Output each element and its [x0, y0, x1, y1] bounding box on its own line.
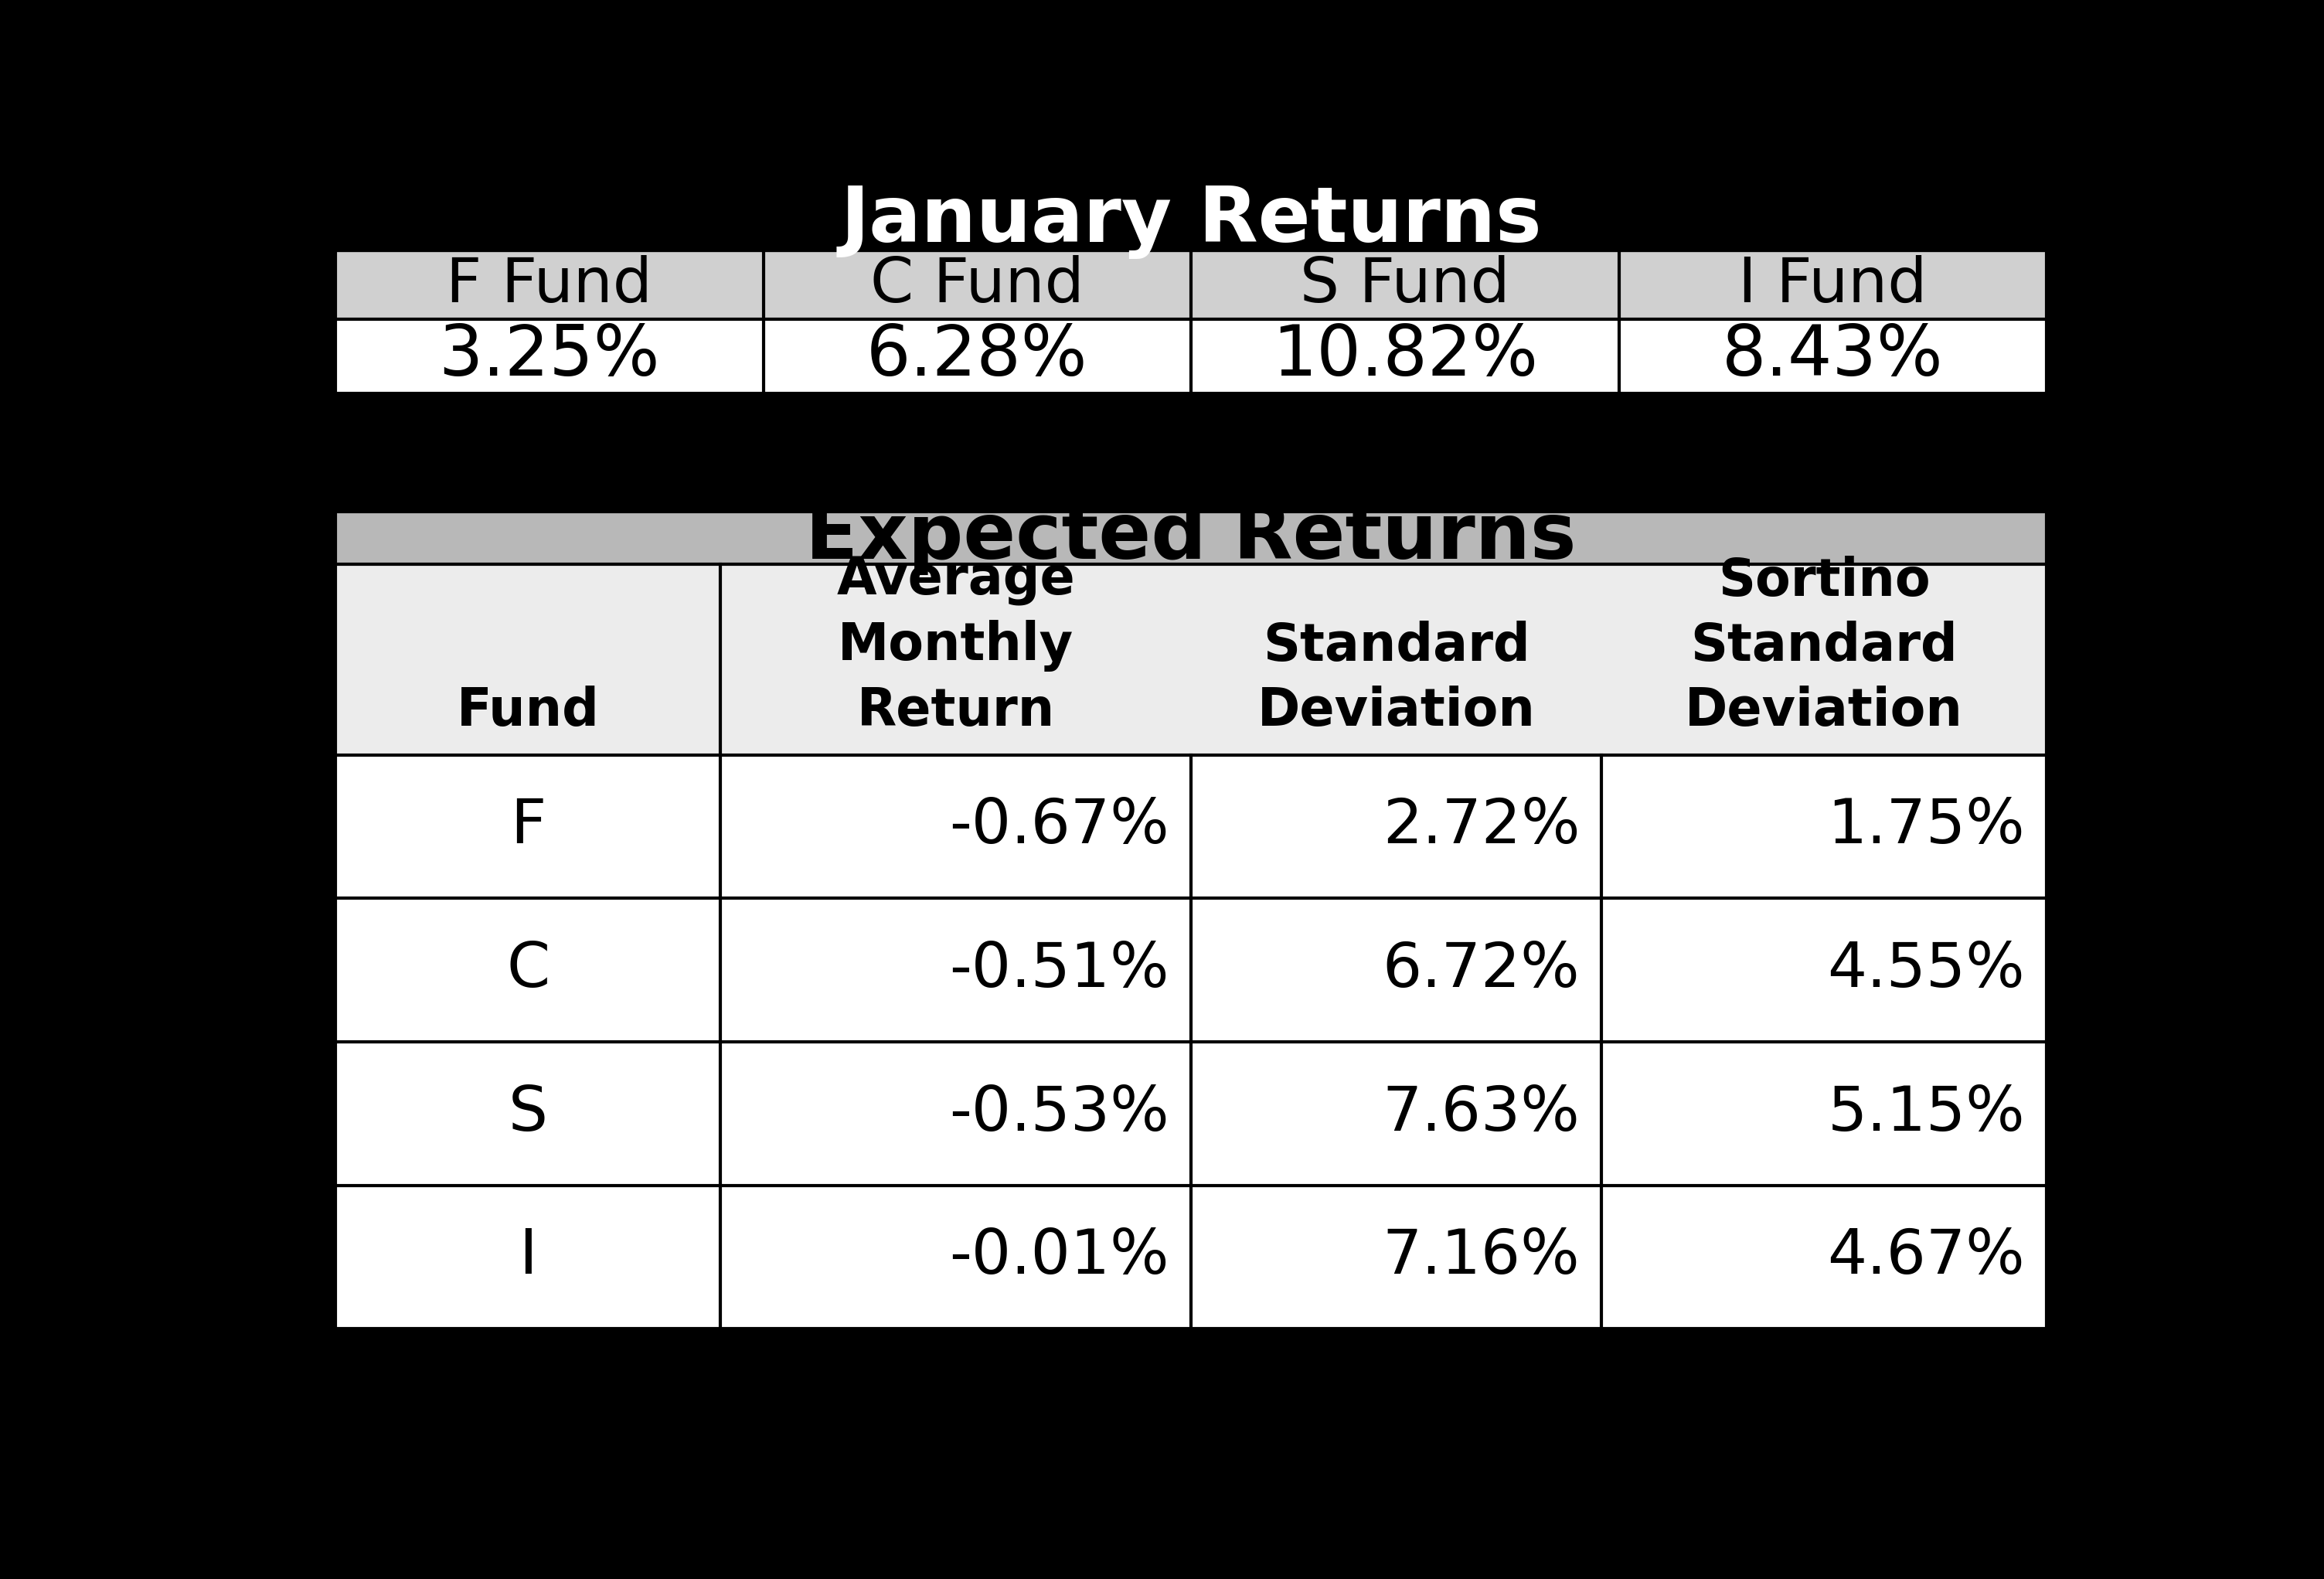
Text: 7.63%: 7.63% [1383, 1083, 1580, 1143]
Text: January Returns: January Returns [841, 183, 1541, 259]
Text: I Fund: I Fund [1738, 254, 1927, 316]
Text: -0.67%: -0.67% [951, 796, 1169, 857]
Text: 6.72%: 6.72% [1383, 940, 1580, 1000]
Text: S: S [509, 1083, 548, 1143]
Text: 5.15%: 5.15% [1827, 1083, 2024, 1143]
Text: Standard
Deviation: Standard Deviation [1257, 621, 1536, 736]
Text: 6.28%: 6.28% [867, 322, 1088, 390]
Text: Sortino
Standard
Deviation: Sortino Standard Deviation [1685, 556, 1964, 736]
Text: 1.75%: 1.75% [1827, 796, 2024, 857]
Text: 10.82%: 10.82% [1271, 322, 1538, 390]
Text: 4.67%: 4.67% [1827, 1227, 2024, 1287]
Text: 7.16%: 7.16% [1383, 1227, 1580, 1287]
Text: 2.72%: 2.72% [1383, 796, 1580, 857]
Text: -0.53%: -0.53% [951, 1083, 1169, 1143]
Text: F Fund: F Fund [446, 254, 653, 316]
Text: Average
Monthly
Return: Average Monthly Return [837, 554, 1076, 736]
Text: S Fund: S Fund [1299, 254, 1511, 316]
Text: I: I [518, 1227, 537, 1287]
Bar [335, 512, 2047, 1328]
Text: 4.55%: 4.55% [1827, 940, 2024, 1000]
Bar [335, 249, 2047, 393]
Text: F: F [511, 796, 546, 857]
Text: Expected Returns: Expected Returns [806, 501, 1576, 575]
Text: C: C [507, 940, 551, 1000]
Text: Fund: Fund [456, 685, 600, 736]
Text: C Fund: C Fund [869, 254, 1085, 316]
Text: 8.43%: 8.43% [1722, 322, 1943, 390]
Text: -0.01%: -0.01% [951, 1227, 1169, 1287]
Text: 3.25%: 3.25% [439, 322, 660, 390]
Text: -0.51%: -0.51% [951, 940, 1169, 1000]
